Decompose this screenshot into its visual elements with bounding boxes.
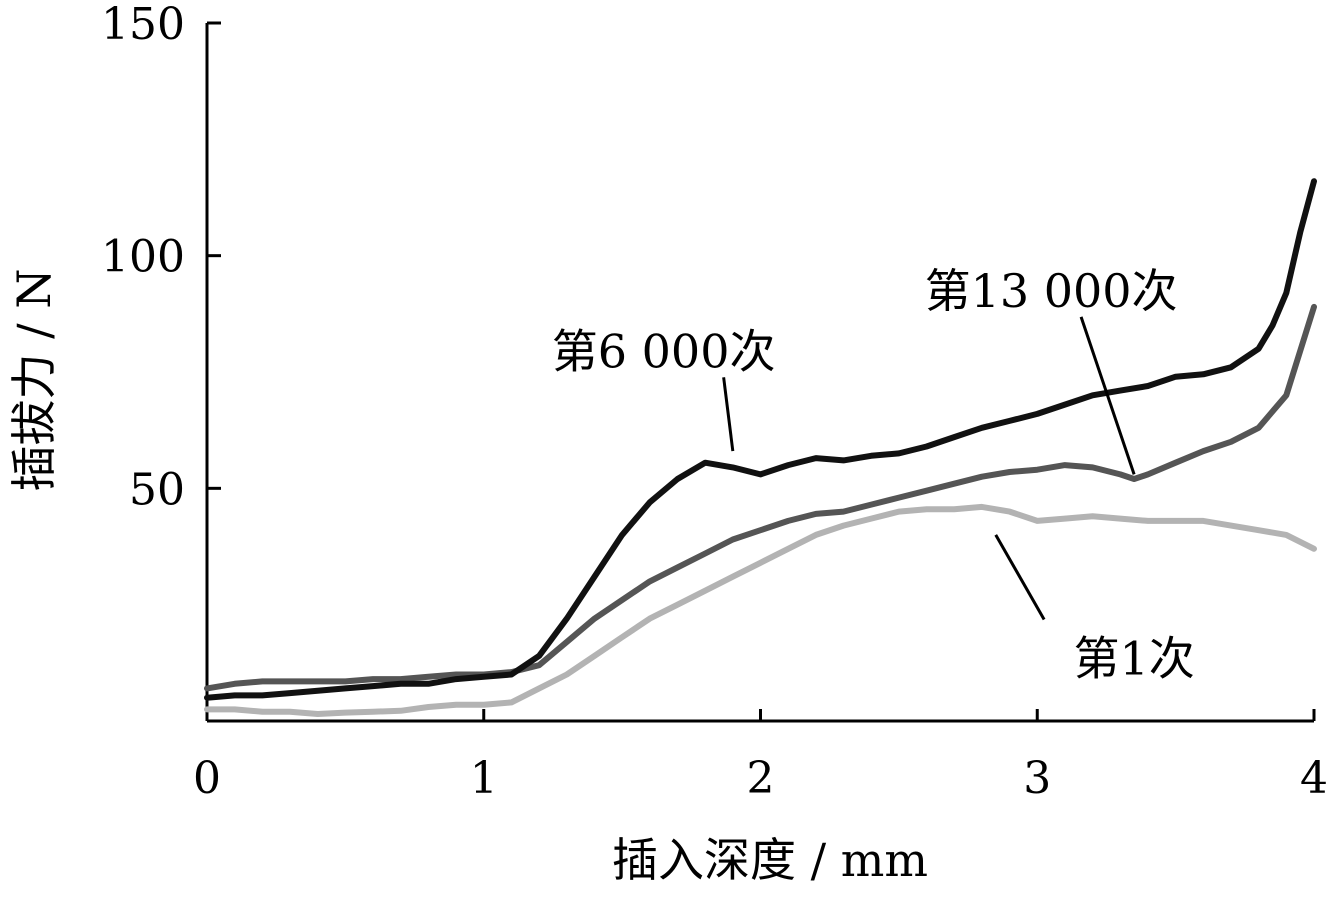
y-tick-label: 100 [101,232,185,283]
x-tick-label: 4 [1300,753,1327,804]
x-tick-label: 2 [747,753,775,804]
series-line-0 [204,503,1317,717]
x-axis-title: 插入深度 / mm [612,833,928,887]
series-leader-line-1 [1079,316,1136,475]
series-line-1 [204,303,1317,692]
series-label-1: 第13 000次 [925,264,1178,318]
x-tick-label: 3 [1023,753,1051,804]
series-layer [204,178,1317,717]
series-line-2 [204,178,1317,701]
y-axis-title: 插拔力 / N [7,269,61,492]
series-label-0: 第1次 [1073,631,1194,685]
x-tick-label: 1 [470,753,498,804]
series-leader-line-2 [722,377,735,452]
y-tick-label: 150 [101,0,185,50]
x-tick-label: 0 [193,753,221,804]
series-leader-line-0 [994,534,1046,621]
axes: 0 1 2 3 4 50 100 150 [101,0,1327,804]
series-label-2: 第6 000次 [552,324,776,378]
y-tick-label: 50 [129,464,185,515]
